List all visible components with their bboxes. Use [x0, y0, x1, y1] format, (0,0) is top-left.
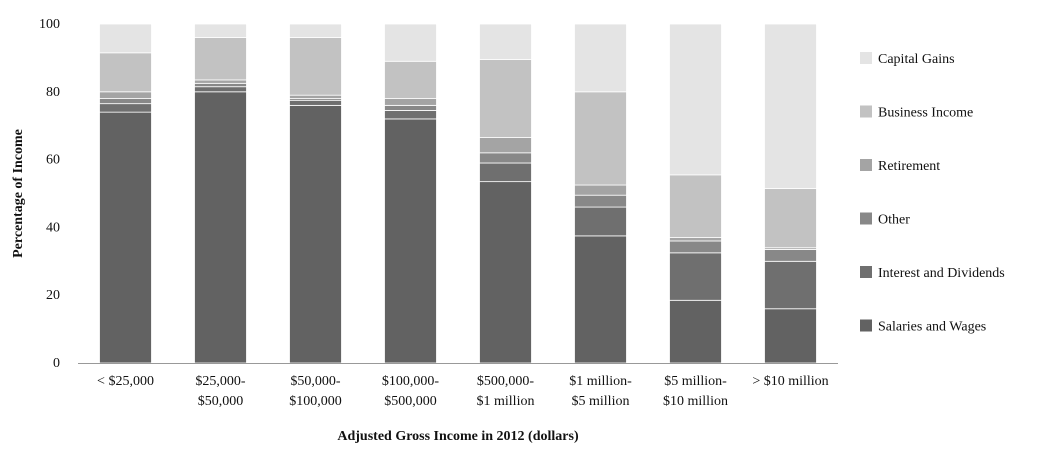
bar-segment-retirement [384, 98, 437, 106]
legend-label: Other [878, 213, 910, 228]
bar-segment-capital-gains [669, 23, 722, 176]
bar-segment-retirement [194, 79, 247, 84]
legend-swatch [860, 266, 872, 278]
legend-label: Interest and Dividends [878, 266, 1005, 281]
legend-label: Capital Gains [878, 52, 955, 67]
bar-segment-interest-and-dividends [479, 162, 532, 183]
bar-segment-interest-and-dividends [99, 103, 152, 113]
x-tick-label: > $10 million [752, 374, 828, 389]
bar-segment-business-income [764, 188, 817, 249]
bar-segment-business-income [669, 174, 722, 238]
bar-segment-other [764, 249, 817, 262]
legend-item-capital-gains: Capital Gains [860, 52, 955, 67]
bar-segment-interest-and-dividends [289, 99, 342, 106]
legend-label: Retirement [878, 159, 940, 174]
bar-segment-salaries-and-wages [384, 118, 437, 364]
bar-segment-other [99, 98, 152, 105]
bar-segment-capital-gains [574, 23, 627, 93]
bar-segment-other [574, 194, 627, 208]
bar-segment-business-income [574, 91, 627, 186]
y-tick-label: 20 [46, 288, 60, 303]
bar-segment-salaries-and-wages [194, 91, 247, 364]
legend-item-business-income: Business Income [860, 105, 973, 121]
x-tick-labels: < $25,000 $25,000-$50,000 $50,000-$100,000… [97, 374, 829, 409]
y-tick-labels: 0 20 40 60 80 100 [39, 17, 60, 371]
bar-segment-other [384, 104, 437, 111]
bar-segment-salaries-and-wages [99, 111, 152, 364]
legend-label: Business Income [878, 106, 973, 121]
x-tick-label: $50,000-$100,000 [289, 374, 342, 409]
bar-segment-salaries-and-wages [669, 299, 722, 364]
bar-segment-capital-gains [194, 23, 247, 38]
y-tick-label: 60 [46, 153, 60, 168]
bar-segment-business-income [479, 59, 532, 138]
legend-label: Salaries and Wages [878, 320, 986, 335]
bar-segment-retirement [289, 94, 342, 99]
y-tick-label: 100 [39, 17, 60, 32]
legend-swatch [860, 319, 872, 332]
bar-segment-interest-and-dividends [194, 86, 247, 93]
y-tick-label: 80 [46, 85, 60, 100]
y-tick-label: 40 [46, 220, 60, 235]
bar-segment-other [669, 240, 722, 254]
bar-segment-business-income [289, 37, 342, 96]
bar-segment-interest-and-dividends [384, 110, 437, 120]
x-tick-label: $100,000-$500,000 [382, 374, 440, 409]
bar-segment-retirement [99, 91, 152, 99]
legend-swatch [860, 159, 872, 171]
bar-segment-retirement [479, 137, 532, 154]
legend-item-other: Other [860, 212, 910, 228]
legend: Capital Gains Business Income Retirement Ot… [860, 52, 1005, 335]
bar-segment-capital-gains [99, 23, 152, 54]
bar-segment-interest-and-dividends [574, 206, 627, 237]
x-tick-label: $1 million-$5 million [569, 374, 632, 409]
bar-segment-retirement [669, 237, 722, 242]
y-tick-label: 0 [53, 356, 60, 371]
bar-segment-capital-gains [764, 23, 817, 189]
bar-segment-retirement [574, 184, 627, 196]
bar-segment-salaries-and-wages [574, 235, 627, 364]
bar-segment-business-income [99, 52, 152, 93]
bar-segment-interest-and-dividends [669, 252, 722, 301]
bar-segment-other [479, 152, 532, 164]
x-tick-label: $500,000-$1 million [477, 374, 535, 409]
legend-item-retirement: Retirement [860, 159, 940, 174]
x-tick-label: < $25,000 [97, 374, 154, 389]
x-tick-label: $5 million-$10 million [663, 374, 728, 409]
x-tick-label: $25,000-$50,000 [195, 374, 246, 409]
bar-segment-capital-gains [289, 23, 342, 38]
bars-layer [99, 23, 817, 364]
x-axis-title: Adjusted Gross Income in 2012 (dollars) [337, 429, 579, 444]
legend-item-salaries-and-wages: Salaries and Wages [860, 319, 986, 335]
bar-segment-salaries-and-wages [289, 104, 342, 364]
bar-segment-salaries-and-wages [764, 308, 817, 364]
bar-segment-capital-gains [384, 23, 437, 62]
legend-swatch [860, 52, 872, 64]
bar-segment-interest-and-dividends [764, 260, 817, 310]
bar-segment-business-income [194, 37, 247, 81]
y-axis-title: Percentage of Income [11, 129, 26, 258]
bar-segment-capital-gains [479, 23, 532, 60]
bar-segment-business-income [384, 60, 437, 99]
legend-swatch [860, 105, 872, 118]
legend-swatch [860, 212, 872, 225]
legend-item-interest-and-dividends: Interest and Dividends [860, 266, 1005, 281]
bar-segment-other [194, 82, 247, 88]
bar-segment-salaries-and-wages [479, 181, 532, 364]
